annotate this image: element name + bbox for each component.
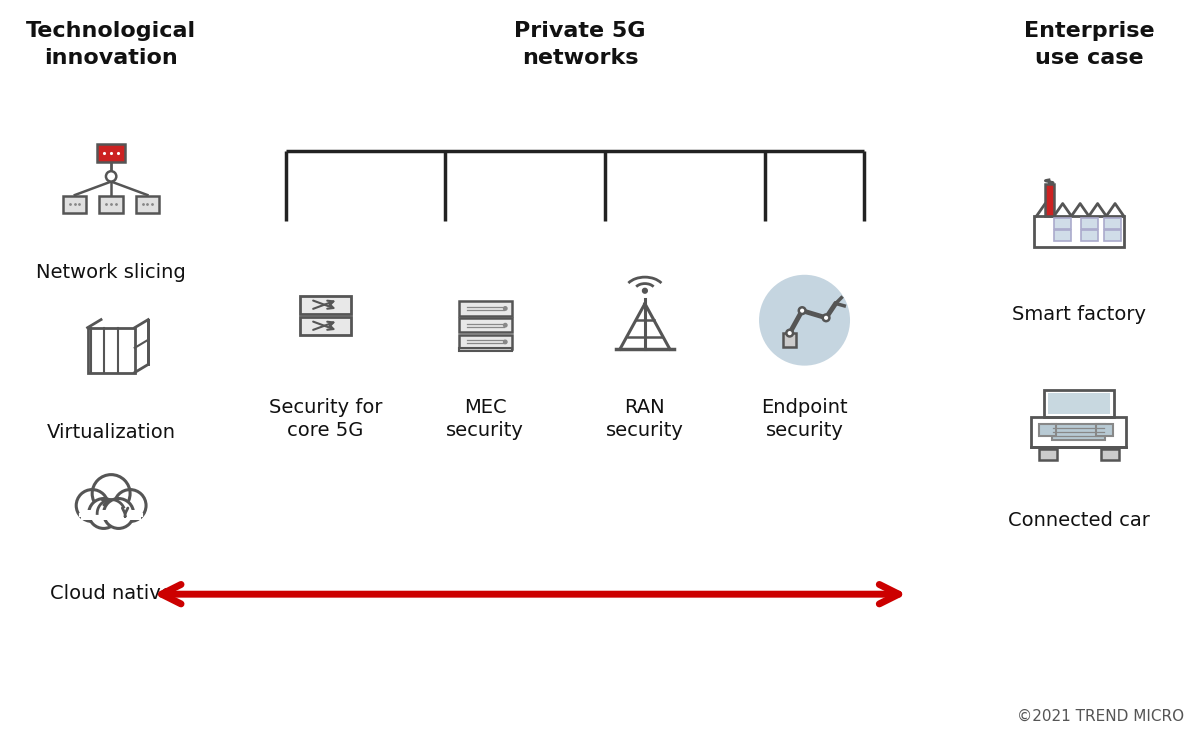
Bar bbox=[1032, 417, 1127, 447]
Circle shape bbox=[786, 330, 793, 337]
Bar bbox=[1081, 230, 1098, 241]
Bar bbox=[1096, 424, 1114, 436]
Circle shape bbox=[103, 499, 133, 529]
Bar bbox=[97, 144, 126, 163]
Bar bbox=[458, 302, 511, 316]
Text: Technological
innovation: Technological innovation bbox=[26, 21, 196, 68]
Text: MEC
security: MEC security bbox=[446, 398, 524, 440]
Bar bbox=[1104, 230, 1122, 241]
Text: Security for
core 5G: Security for core 5G bbox=[269, 398, 383, 440]
Bar bbox=[458, 318, 511, 332]
Bar bbox=[100, 196, 122, 213]
Text: Private 5G
networks: Private 5G networks bbox=[515, 21, 646, 68]
Text: Connected car: Connected car bbox=[1008, 512, 1150, 530]
Circle shape bbox=[823, 314, 829, 321]
Text: Virtualization: Virtualization bbox=[47, 423, 175, 442]
Circle shape bbox=[89, 499, 119, 529]
Circle shape bbox=[642, 288, 647, 293]
Bar bbox=[1039, 448, 1056, 460]
Bar bbox=[1044, 390, 1114, 417]
Bar bbox=[1034, 216, 1123, 248]
Circle shape bbox=[799, 308, 805, 314]
Text: Smart factory: Smart factory bbox=[1012, 305, 1146, 324]
Bar bbox=[1054, 217, 1072, 229]
Bar bbox=[458, 348, 511, 350]
Text: Network slicing: Network slicing bbox=[36, 263, 186, 283]
Bar bbox=[1048, 393, 1110, 414]
Text: ©2021 TREND MICRO: ©2021 TREND MICRO bbox=[1016, 709, 1183, 724]
Circle shape bbox=[504, 307, 508, 310]
Bar bbox=[300, 296, 350, 314]
Bar bbox=[1052, 424, 1105, 440]
Bar bbox=[782, 333, 797, 346]
Bar bbox=[1104, 217, 1122, 229]
Bar bbox=[136, 196, 160, 213]
Bar bbox=[1045, 184, 1054, 216]
Bar bbox=[1054, 230, 1072, 241]
Bar bbox=[300, 316, 350, 334]
Text: Enterprise
use case: Enterprise use case bbox=[1024, 21, 1154, 68]
Text: RAN
security: RAN security bbox=[606, 398, 684, 440]
Bar bbox=[1102, 448, 1120, 460]
Bar bbox=[64, 196, 86, 213]
Text: Endpoint
security: Endpoint security bbox=[761, 398, 848, 440]
Circle shape bbox=[760, 274, 850, 366]
Circle shape bbox=[504, 340, 508, 344]
Bar bbox=[458, 334, 511, 349]
Circle shape bbox=[106, 171, 116, 182]
Bar bbox=[1039, 424, 1056, 436]
Bar bbox=[82, 509, 142, 520]
Circle shape bbox=[504, 323, 508, 327]
Text: Cloud native: Cloud native bbox=[49, 584, 173, 603]
Bar bbox=[88, 328, 134, 373]
Bar bbox=[1081, 217, 1098, 229]
